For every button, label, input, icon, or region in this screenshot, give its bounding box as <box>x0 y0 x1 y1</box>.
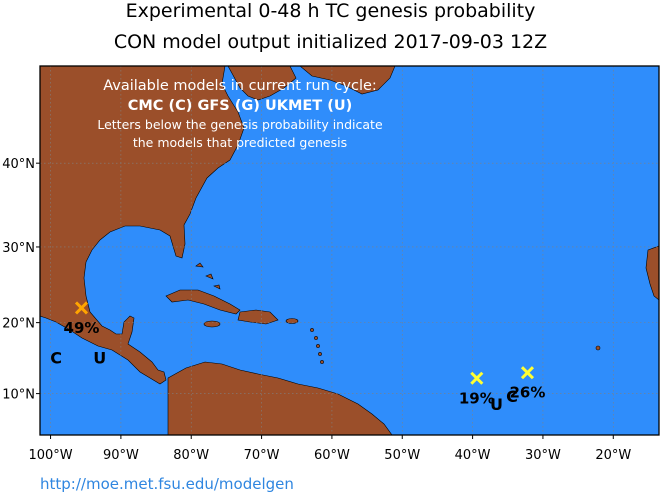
model-letter: U <box>490 395 503 414</box>
lon-tick-label: 60°W <box>314 448 350 463</box>
genesis-system[interactable]: 19% <box>459 371 495 408</box>
lesser-antilles-land <box>310 328 324 364</box>
model-letter: U <box>93 348 106 367</box>
genesis-systems: 49%19% 26%C UU C <box>50 301 546 414</box>
maritimes-land <box>227 66 297 101</box>
lat-tick-label: 30°N <box>2 241 35 256</box>
genesis-system[interactable]: 49% <box>64 301 100 337</box>
lon-tick-label: 50°W <box>384 448 420 463</box>
hispaniola-land <box>237 309 279 325</box>
cabo-verde-land <box>595 345 601 351</box>
lon-axis: 100°W 90°W 80°W 70°W 60°W 50°W 40°W 30°W 20°W <box>28 435 631 463</box>
lat-tick-label: 20°N <box>2 317 35 332</box>
model-letter: C <box>506 387 518 406</box>
lon-tick-label: 30°W <box>525 448 561 463</box>
map-title-line1: Experimental 0-48 h TC genesis probabili… <box>125 0 536 22</box>
south-america-land <box>167 361 393 435</box>
lat-tick-label: 40°N <box>2 157 35 172</box>
genesis-system[interactable]: 26% <box>510 366 546 402</box>
model-letter: C <box>50 348 62 367</box>
genesis-marker <box>520 366 535 380</box>
lon-tick-label: 70°W <box>244 448 280 463</box>
model-legend: Available models in current run cycle: C… <box>97 78 383 150</box>
lon-tick-label: 40°W <box>455 448 491 463</box>
genesis-probability: 49% <box>64 319 100 337</box>
newfoundland-land <box>299 66 396 95</box>
africa-land <box>645 245 659 301</box>
lon-tick-label: 90°W <box>103 448 139 463</box>
lon-tick-label: 20°W <box>595 448 631 463</box>
source-url-link[interactable]: http://moe.met.fsu.edu/modelgen <box>40 475 294 493</box>
lon-tick-label: 80°W <box>173 448 209 463</box>
legend-line-3: Letters below the genesis probability in… <box>97 117 383 132</box>
gridlines <box>40 66 659 435</box>
legend-line-1: Available models in current run cycle: <box>103 78 377 94</box>
lat-tick-label: 10°N <box>2 388 35 403</box>
legend-line-2: CMC (C) GFS (G) UKMET (U) <box>128 98 353 114</box>
genesis-marker <box>470 371 484 385</box>
bahamas-land <box>195 262 221 290</box>
jamaica-land <box>203 320 221 328</box>
land-masses <box>40 66 659 435</box>
lon-tick-label: 100°W <box>28 448 72 463</box>
map-frame <box>39 65 660 436</box>
genesis-marker <box>74 301 89 315</box>
puerto-rico-land <box>285 318 299 324</box>
cuba-land <box>165 289 241 315</box>
map-title-line2: CON model output initialized 2017-09-03 … <box>113 31 548 53</box>
genesis-probability: 19% <box>459 389 495 407</box>
genesis-probability: 26% <box>510 384 546 402</box>
lat-axis: 10°N 20°N 30°N 40°N <box>2 157 40 403</box>
legend-line-4: the models that predicted genesis <box>133 135 347 150</box>
north-america-land <box>40 66 245 385</box>
